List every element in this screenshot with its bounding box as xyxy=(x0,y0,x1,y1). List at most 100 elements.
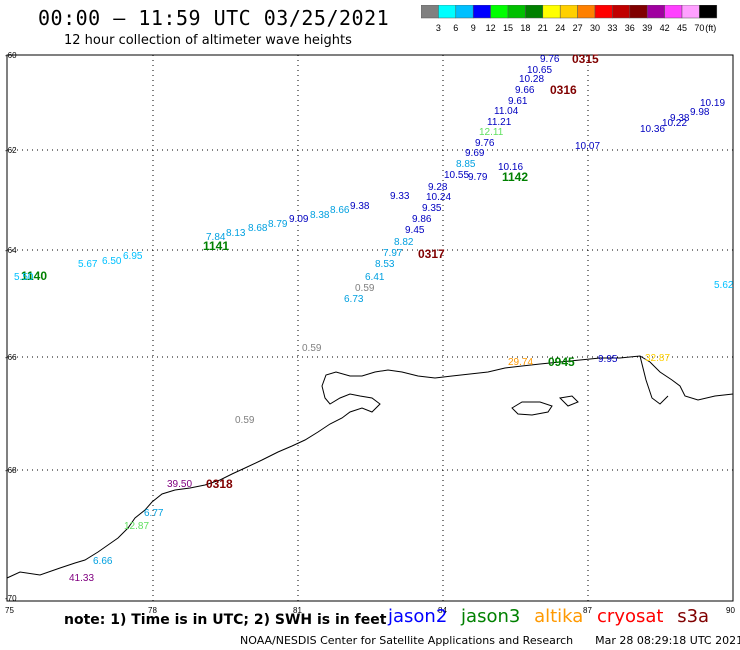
legend-swatch xyxy=(455,5,474,19)
legend-swatch xyxy=(664,5,683,19)
wave-label: 12.11 xyxy=(479,127,504,138)
lat-label: -66 xyxy=(5,353,17,362)
legend-label: 36 xyxy=(625,23,635,33)
legend-label: 30 xyxy=(590,23,600,33)
wave-label: 9.76 xyxy=(540,54,560,65)
credit-text: NOAA/NESDIS Center for Satellite Applica… xyxy=(240,634,574,647)
wave-label: 5.67 xyxy=(78,259,98,270)
wave-label: 6.77 xyxy=(144,508,164,519)
wave-label: 9.86 xyxy=(412,214,432,225)
wave-label: 9.76 xyxy=(475,138,495,149)
time-label: 0318 xyxy=(206,477,233,491)
legend-label: 27 xyxy=(573,23,583,33)
map-frame xyxy=(6,54,734,602)
legend-label: 24 xyxy=(555,23,565,33)
legend-label: 70 xyxy=(694,23,704,33)
timestamp: Mar 28 08:29:18 UTC 2021 xyxy=(595,634,740,647)
legend-label: 3 xyxy=(436,23,441,33)
legend-label: 39 xyxy=(642,23,652,33)
page-title: 00:00 – 11:59 UTC 03/25/2021 xyxy=(38,6,390,30)
lat-label: -68 xyxy=(5,466,17,475)
page-subtitle: 12 hour collection of altimeter wave hei… xyxy=(64,33,352,48)
wave-label: 10.22 xyxy=(662,118,687,129)
wave-label: 11.04 xyxy=(494,106,519,117)
wave-label: 11.21 xyxy=(487,117,512,128)
wave-label: 9.95 xyxy=(598,354,618,365)
wave-label: 9.09 xyxy=(289,214,309,225)
legend-swatch xyxy=(490,5,509,19)
legend-swatch xyxy=(559,5,578,19)
graticule xyxy=(7,55,733,601)
legend-swatch xyxy=(577,5,596,19)
coastline xyxy=(6,355,734,579)
legend-swatch xyxy=(542,5,561,19)
wave-label: 8.53 xyxy=(375,259,395,270)
wave-label: 12.87 xyxy=(124,521,149,532)
legend-label: 15 xyxy=(503,23,513,33)
wave-label: 9.66 xyxy=(515,85,535,96)
wave-label: 6.73 xyxy=(344,294,364,305)
wave-label: 29.74 xyxy=(508,357,533,368)
wave-label: 9.45 xyxy=(405,225,425,236)
lon-label: 75 xyxy=(5,606,14,615)
legend-swatch xyxy=(421,5,439,19)
legend-label: 45 xyxy=(677,23,687,33)
wave-label: 8.79 xyxy=(268,219,288,230)
wave-label: 5.62 xyxy=(714,280,734,291)
wave-label: 41.33 xyxy=(69,573,94,584)
wave-label: 39.50 xyxy=(167,479,192,490)
lat-label: -60 xyxy=(5,51,17,60)
legend-swatch xyxy=(646,5,665,19)
wave-label: 10.16 xyxy=(498,162,523,173)
wave-label: 10.24 xyxy=(426,192,451,203)
wave-label: 6.66 xyxy=(93,556,113,567)
latitude-labels: -60 -62 -64 -66 -68 -70 xyxy=(5,51,17,603)
legend-swatch xyxy=(525,5,544,19)
wave-label: 7.97 xyxy=(383,248,403,259)
time-label: 0316 xyxy=(550,83,577,97)
lon-label: 87 xyxy=(583,606,592,615)
coastline-islet xyxy=(639,355,669,405)
wave-label: 5.50 xyxy=(14,272,34,283)
wave-label: 9.35 xyxy=(422,203,442,214)
satellite-legend: jason2 jason3 altika cryosat s3a xyxy=(388,606,717,627)
time-label: 1140 xyxy=(21,269,47,283)
legend-swatch xyxy=(507,5,526,19)
legend-label: 42 xyxy=(660,23,670,33)
wave-label: 0.59 xyxy=(302,343,322,354)
legend-label: 18 xyxy=(520,23,530,33)
footer-credit: NOAA/NESDIS Center for Satellite Applica… xyxy=(240,634,740,647)
legend-swatch xyxy=(681,5,700,19)
satellite-name: jason2 xyxy=(388,606,448,627)
legend-swatch xyxy=(472,5,491,19)
lon-label: 90 xyxy=(726,606,735,615)
time-label: 1141 xyxy=(203,239,229,253)
legend-unit: (ft) xyxy=(705,23,716,33)
wave-label: 9.98 xyxy=(690,107,710,118)
wave-label: 9.28 xyxy=(428,182,448,193)
satellite-name: s3a xyxy=(677,606,710,627)
wave-label: 9.79 xyxy=(468,172,488,183)
lat-label: -64 xyxy=(5,246,17,255)
wave-label: 0.59 xyxy=(235,415,255,426)
legend-swatch xyxy=(594,5,613,19)
time-label: 0317 xyxy=(418,247,445,261)
lat-label: -62 xyxy=(5,146,17,155)
legend-label: 9 xyxy=(471,23,476,33)
lon-label: 84 xyxy=(438,606,447,615)
time-label: 1142 xyxy=(502,170,528,184)
lon-label: 78 xyxy=(148,606,157,615)
wave-label: 6.41 xyxy=(365,272,385,283)
satellite-name: jason3 xyxy=(461,606,521,627)
wave-label: 10.19 xyxy=(700,98,725,109)
satellite-name: altika xyxy=(534,606,584,627)
longitude-labels: 75 78 81 84 87 90 xyxy=(5,606,735,615)
wave-label: 8.38 xyxy=(310,210,330,221)
wave-label: 8.85 xyxy=(456,159,476,170)
wave-label: 8.82 xyxy=(394,237,414,248)
wave-label: 8.66 xyxy=(330,205,350,216)
legend-swatch xyxy=(699,5,718,19)
wave-label: 6.95 xyxy=(123,251,143,262)
wave-label: 7.84 xyxy=(206,232,226,243)
